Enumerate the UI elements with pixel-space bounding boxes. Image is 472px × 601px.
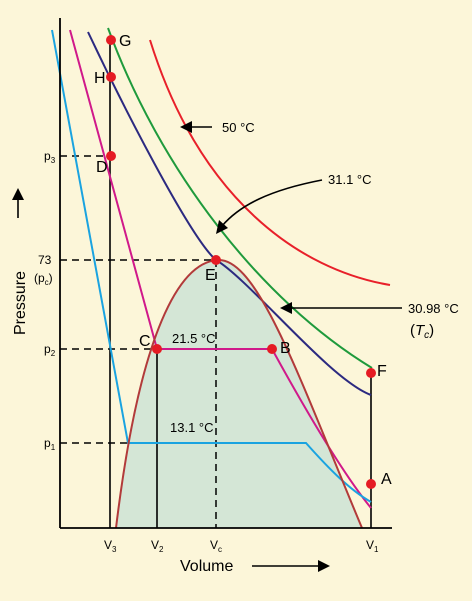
tick-vc: Vc xyxy=(210,538,222,554)
arrowhead-31-1c xyxy=(216,220,228,234)
label-f: F xyxy=(377,363,387,380)
label-tc: (Tc) xyxy=(410,322,434,341)
tick-pc: (pc) xyxy=(34,271,53,287)
label-g: G xyxy=(119,33,131,50)
label-21-5c: 21.5 °C xyxy=(172,331,216,346)
isotherm-31-1c xyxy=(107,27,373,369)
label-a: A xyxy=(381,471,392,488)
label-b: B xyxy=(280,340,291,357)
arrow-31-1c xyxy=(221,179,323,227)
tick-pc-value: 73 xyxy=(38,253,52,267)
tick-v3: V3 xyxy=(104,538,117,554)
label-e: E xyxy=(205,267,216,284)
dashed-guides xyxy=(60,155,217,528)
isotherm-50c xyxy=(149,39,391,286)
label-30-98c: 30.98 °C xyxy=(408,301,459,316)
point-d xyxy=(106,151,116,161)
point-b xyxy=(267,344,277,354)
label-d: D xyxy=(96,159,108,176)
tick-v2: V2 xyxy=(151,538,164,554)
arrowhead-pressure xyxy=(12,188,24,200)
point-c xyxy=(152,344,162,354)
tick-p3: p3 xyxy=(44,149,56,165)
point-e xyxy=(211,255,221,265)
label-13-1c: 13.1 °C xyxy=(170,420,214,435)
tick-v1: V1 xyxy=(366,538,379,554)
tick-p2: p2 xyxy=(44,342,56,358)
arrowhead-50c xyxy=(180,121,192,133)
label-31-1c: 31.1 °C xyxy=(328,172,372,187)
tick-p1: p1 xyxy=(44,436,56,452)
label-50c: 50 °C xyxy=(222,120,255,135)
isotherm-13-1c xyxy=(51,29,372,503)
label-c: C xyxy=(139,333,151,350)
label-h: H xyxy=(94,70,106,87)
point-g xyxy=(106,35,116,45)
arrowhead-volume xyxy=(318,560,330,572)
point-a xyxy=(366,479,376,489)
y-axis-title: Pressure xyxy=(12,271,29,335)
x-axis-title: Volume xyxy=(180,558,233,575)
point-h xyxy=(106,72,116,82)
two-phase-region xyxy=(116,259,362,528)
point-f xyxy=(366,368,376,378)
arrowhead-30-98c xyxy=(280,302,292,314)
